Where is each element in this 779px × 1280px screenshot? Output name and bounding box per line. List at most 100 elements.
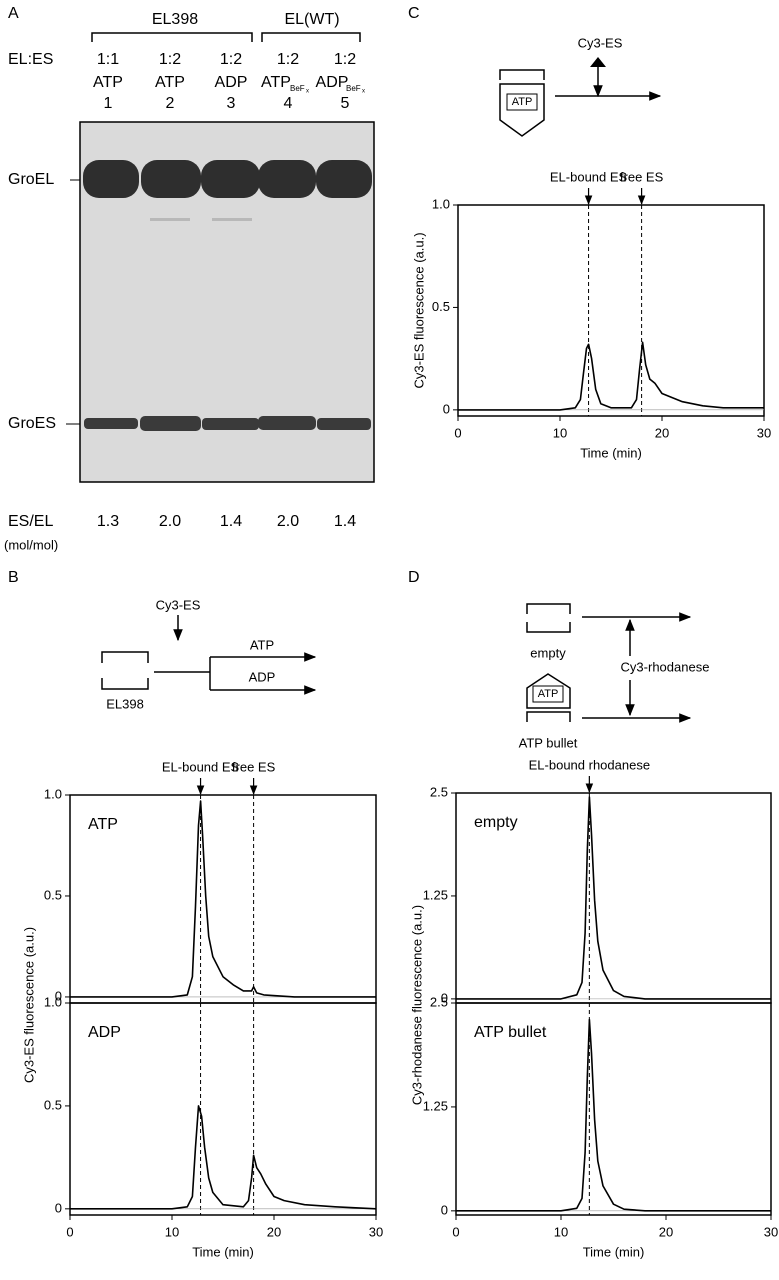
ratio-unit: (mol/mol) (4, 537, 58, 552)
inner-label: ATP (512, 96, 533, 108)
trace (456, 1018, 771, 1212)
annotation: EL-bound ES (550, 169, 628, 184)
trace (70, 1105, 377, 1210)
y-tick-label: 1.25 (423, 1098, 448, 1113)
lane-number: 2 (166, 95, 175, 112)
atp-box (506, 93, 538, 111)
annotation: EL-bound rhodanese (529, 757, 650, 772)
ratio: 1:2 (277, 51, 299, 68)
group-label: EL398 (152, 11, 198, 28)
y-axis-label: Cy3-rhodanese fluorescence (a.u.) (409, 905, 424, 1105)
band-label: GroEL (8, 171, 54, 188)
ratio: 1:1 (97, 51, 119, 68)
band (201, 160, 260, 198)
lane-number: 3 (227, 95, 236, 112)
band (150, 218, 190, 221)
groel-ring (526, 711, 571, 722)
trace (458, 341, 764, 411)
scheme-d: empty ATP ATP bullet Cy3-rhodanese (519, 603, 710, 750)
ratio-row: 1:1 1:2 1:2 1:2 1:2 (97, 51, 356, 68)
x-tick-label: 10 (554, 1224, 568, 1239)
x-tick-label: 30 (757, 425, 771, 440)
trace (456, 796, 771, 1000)
annotation: free ES (620, 169, 664, 184)
y-tick-label: 0 (443, 401, 450, 416)
lane-number: 4 (284, 95, 293, 112)
y-axis-label: Cy3-ES fluorescence (a.u.) (411, 232, 426, 388)
groel-ring (526, 622, 571, 633)
group-label: EL(WT) (284, 11, 339, 28)
groes-bands (84, 416, 371, 431)
panel-label: A (8, 5, 19, 22)
lane-number: 1 (104, 95, 113, 112)
annotation: free ES (232, 759, 276, 774)
x-axis-label: Time (min) (583, 1244, 645, 1259)
series-label: ATP (88, 816, 118, 833)
groel-ring (101, 678, 149, 690)
y-tick-label: 2.5 (430, 784, 448, 799)
y-tick-label: 1.25 (423, 887, 448, 902)
branch-label: ATP (250, 637, 274, 652)
band (84, 418, 138, 429)
es-el-value: 1.3 (97, 513, 119, 530)
reagent-symbol (590, 57, 606, 67)
groel-ring (526, 673, 571, 709)
series-label: ATP bullet (474, 1024, 547, 1041)
complex-label: EL398 (106, 696, 144, 711)
nucleotide: ATP (261, 74, 291, 91)
x-tick-label: 20 (655, 425, 669, 440)
y-tick-label: 0 (441, 990, 448, 1005)
band (141, 160, 201, 198)
series-label: empty (474, 814, 518, 831)
bracket (91, 32, 253, 42)
y-tick-label: 1.0 (432, 196, 450, 211)
y-tick-label: 0.5 (44, 887, 62, 902)
trace (70, 800, 376, 998)
nucleotide: ATP (155, 74, 185, 91)
x-tick-label: 30 (369, 1224, 383, 1239)
groel-bands (83, 160, 372, 198)
x-tick-label: 10 (165, 1224, 179, 1239)
scheme-b: EL398 Cy3-ES ATP ADP (101, 597, 317, 711)
reagent-label: Cy3-ES (156, 597, 201, 612)
complex-label: empty (530, 645, 566, 660)
row-label: EL:ES (8, 51, 53, 68)
x-tick-label: 0 (454, 425, 461, 440)
reagent-label: Cy3-ES (578, 35, 623, 50)
ratio: 1:2 (220, 51, 242, 68)
y-tick-label: 0.5 (432, 299, 450, 314)
band (316, 160, 372, 198)
panel-label: B (8, 569, 19, 586)
reagent-label: Cy3-rhodanese (621, 659, 710, 674)
branch-label: ADP (249, 669, 276, 684)
gel-panel: EL398 EL(WT) EL:ES 1:1 1:2 1:2 1:2 1:2 A… (4, 11, 375, 552)
band (317, 418, 371, 430)
y-tick-label: 0 (55, 988, 62, 1003)
panel-label: D (408, 569, 420, 586)
x-tick-label: 10 (553, 425, 567, 440)
branch (154, 657, 211, 690)
panel-label: C (408, 5, 420, 22)
band (258, 160, 316, 198)
complex-label: ATP bullet (519, 735, 578, 750)
y-tick-label: 2.5 (430, 994, 448, 1009)
bracket (261, 32, 361, 42)
nucleotide: ADP (316, 74, 349, 91)
subscript: x (306, 89, 309, 95)
es-el-value: 1.4 (220, 513, 242, 530)
x-axis-label: Time (min) (192, 1244, 254, 1259)
groel-ring (499, 83, 545, 137)
y-tick-label: 0.5 (44, 1097, 62, 1112)
groel-ring (101, 651, 149, 663)
band (202, 418, 259, 430)
inner-label: ATP (538, 688, 559, 700)
subscript: x (362, 89, 365, 95)
plot-frame (69, 1002, 377, 1216)
faint-bands (150, 218, 252, 221)
es-el-value: 1.4 (334, 513, 356, 530)
band (140, 416, 201, 431)
x-tick-label: 20 (659, 1224, 673, 1239)
y-tick-label: 1.0 (44, 786, 62, 801)
